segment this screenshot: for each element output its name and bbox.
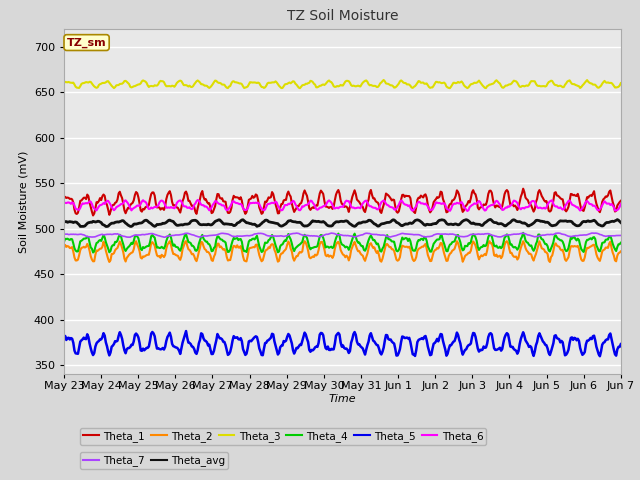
X-axis label: Time: Time [328,394,356,404]
Y-axis label: Soil Moisture (mV): Soil Moisture (mV) [19,150,28,253]
Text: TZ_sm: TZ_sm [67,37,106,48]
Title: TZ Soil Moisture: TZ Soil Moisture [287,10,398,24]
Legend: Theta_7, Theta_avg: Theta_7, Theta_avg [81,452,228,469]
